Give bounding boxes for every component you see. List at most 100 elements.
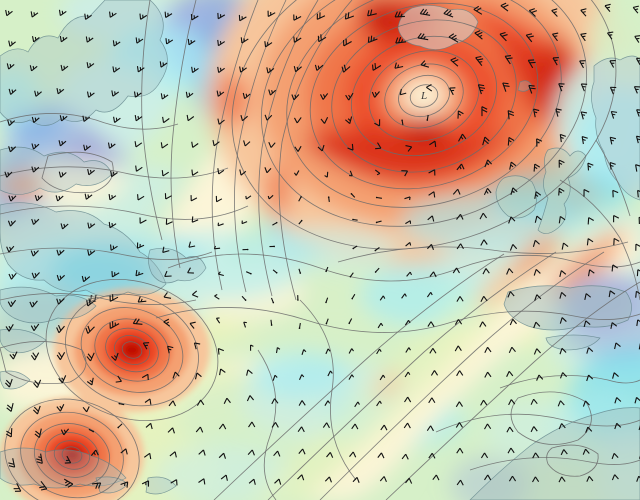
wind-barb: [298, 374, 305, 381]
wind-barb: [509, 161, 517, 170]
wind-barb: [375, 142, 382, 150]
wind-barb: [558, 187, 565, 196]
wind-barb: [271, 422, 279, 428]
wind-barb: [217, 118, 225, 125]
wind-barb: [614, 422, 622, 430]
wind-barb: [610, 322, 618, 329]
wind-barb: [429, 271, 437, 278]
wind-barb: [6, 63, 15, 70]
wind-barb: [141, 480, 150, 487]
wind-barb: [484, 346, 492, 353]
coast-great-britain: [537, 147, 587, 234]
wind-barb: [56, 298, 65, 305]
wind-barb: [269, 245, 276, 248]
wind-barb: [528, 8, 538, 17]
wind-barb: [56, 352, 66, 361]
wind-barb: [428, 397, 436, 404]
wind-barb: [582, 400, 590, 407]
wind-barb: [240, 37, 249, 44]
wind-barb: [480, 295, 488, 303]
wind-barb: [187, 38, 196, 46]
wind-barb: [168, 400, 176, 407]
wind-barb: [559, 270, 567, 278]
wind-barb: [406, 271, 412, 277]
wind-barb: [449, 87, 456, 96]
wind-barb: [189, 321, 196, 329]
wind-barb: [298, 322, 301, 330]
wind-barb: [457, 110, 464, 119]
wind-barb: [379, 374, 386, 381]
wind-barb: [31, 143, 40, 150]
wind-barb: [583, 189, 590, 197]
wind-barb: [246, 271, 252, 275]
wind-barb: [586, 374, 594, 382]
wind-barb: [428, 452, 436, 459]
wind-barb: [584, 293, 592, 301]
hurricane-cores: [0, 288, 210, 500]
wind-barb: [32, 405, 41, 415]
wind-barb: [108, 194, 117, 201]
wind-barb: [298, 196, 302, 202]
wind-barb: [316, 12, 326, 20]
wind-barb: [160, 93, 169, 100]
wind-barb: [298, 268, 302, 274]
wind-barb: [133, 91, 142, 98]
wind-barb: [372, 62, 382, 71]
wind-barb: [141, 373, 149, 381]
wind-barb: [191, 169, 199, 176]
wind-barb: [218, 423, 227, 430]
wind-barb: [143, 452, 152, 460]
wind-barb: [367, 9, 377, 17]
wind-barb: [536, 374, 544, 381]
wind-barb: [165, 38, 174, 45]
wind-barb: [399, 88, 407, 96]
wind-barb: [30, 250, 39, 257]
wind-barb: [587, 162, 594, 171]
wind-barb: [30, 352, 40, 361]
wind-barb: [349, 170, 353, 177]
wind-barb: [530, 426, 538, 433]
wind-barb: [374, 169, 381, 176]
wind-barb: [609, 86, 617, 95]
wind-barb: [482, 136, 490, 146]
wind-barb: [268, 89, 277, 96]
wind-barb: [270, 319, 273, 326]
wind-barb: [580, 32, 587, 42]
wind-barb: [454, 345, 462, 352]
wind-barb: [190, 195, 198, 202]
wind-barb: [186, 114, 195, 122]
wind-barb: [507, 291, 515, 298]
wind-barb: [508, 475, 517, 482]
wind-barb: [634, 35, 640, 43]
wind-barb: [611, 452, 619, 460]
wind-barb: [480, 452, 489, 459]
wind-barb: [636, 319, 640, 327]
wind-barb: [107, 142, 116, 149]
wind-barb: [404, 319, 411, 326]
wind-barb: [456, 296, 464, 302]
wind-barb: [136, 242, 145, 249]
wind-barb: [327, 196, 330, 203]
wind-barb: [217, 168, 225, 175]
wind-barb: [325, 348, 331, 355]
wind-barb: [145, 422, 153, 430]
wind-barb: [297, 295, 299, 301]
wind-barb: [482, 268, 490, 275]
wind-barb: [611, 264, 619, 272]
wind-barb: [112, 40, 121, 47]
wind-barb: [142, 342, 150, 350]
wind-barb: [87, 222, 96, 229]
wind-barb: [348, 348, 354, 354]
wind-barb: [480, 239, 488, 246]
wind-barb: [4, 171, 13, 178]
wind-barb: [456, 213, 464, 220]
wind-barb: [113, 116, 121, 123]
wind-barb: [161, 170, 169, 177]
wind-barb: [580, 111, 588, 120]
wind-barb: [297, 426, 305, 433]
wind-barb: [527, 59, 536, 69]
wind-barb: [185, 91, 194, 98]
wind-barb: [552, 32, 559, 42]
wind-barb: [426, 114, 429, 121]
